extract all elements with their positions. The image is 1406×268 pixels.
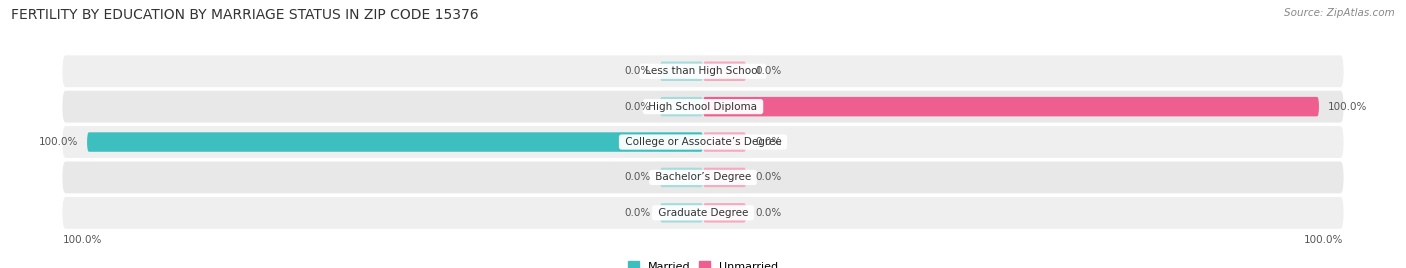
- FancyBboxPatch shape: [87, 132, 703, 152]
- Text: Graduate Degree: Graduate Degree: [655, 208, 751, 218]
- Text: 100.0%: 100.0%: [38, 137, 77, 147]
- FancyBboxPatch shape: [703, 62, 747, 81]
- Text: Bachelor’s Degree: Bachelor’s Degree: [652, 172, 754, 183]
- FancyBboxPatch shape: [659, 203, 703, 222]
- FancyBboxPatch shape: [659, 97, 703, 116]
- Text: 100.0%: 100.0%: [1329, 102, 1368, 112]
- FancyBboxPatch shape: [703, 97, 1319, 116]
- Legend: Married, Unmarried: Married, Unmarried: [627, 261, 779, 268]
- Text: 0.0%: 0.0%: [755, 208, 782, 218]
- FancyBboxPatch shape: [659, 62, 703, 81]
- FancyBboxPatch shape: [62, 91, 1344, 122]
- Text: 0.0%: 0.0%: [755, 172, 782, 183]
- Text: 0.0%: 0.0%: [755, 137, 782, 147]
- FancyBboxPatch shape: [62, 162, 1344, 193]
- Text: High School Diploma: High School Diploma: [645, 102, 761, 112]
- Text: 0.0%: 0.0%: [624, 66, 651, 76]
- FancyBboxPatch shape: [62, 126, 1344, 158]
- Text: 100.0%: 100.0%: [62, 235, 101, 245]
- FancyBboxPatch shape: [703, 203, 747, 222]
- Text: Source: ZipAtlas.com: Source: ZipAtlas.com: [1284, 8, 1395, 18]
- FancyBboxPatch shape: [659, 168, 703, 187]
- Text: 0.0%: 0.0%: [624, 102, 651, 112]
- Text: FERTILITY BY EDUCATION BY MARRIAGE STATUS IN ZIP CODE 15376: FERTILITY BY EDUCATION BY MARRIAGE STATU…: [11, 8, 479, 22]
- Text: 0.0%: 0.0%: [624, 208, 651, 218]
- Text: College or Associate’s Degree: College or Associate’s Degree: [621, 137, 785, 147]
- Text: Less than High School: Less than High School: [643, 66, 763, 76]
- Text: 100.0%: 100.0%: [1305, 235, 1344, 245]
- Text: 0.0%: 0.0%: [624, 172, 651, 183]
- FancyBboxPatch shape: [62, 197, 1344, 229]
- Text: 0.0%: 0.0%: [755, 66, 782, 76]
- FancyBboxPatch shape: [703, 132, 747, 152]
- FancyBboxPatch shape: [62, 55, 1344, 87]
- FancyBboxPatch shape: [703, 168, 747, 187]
